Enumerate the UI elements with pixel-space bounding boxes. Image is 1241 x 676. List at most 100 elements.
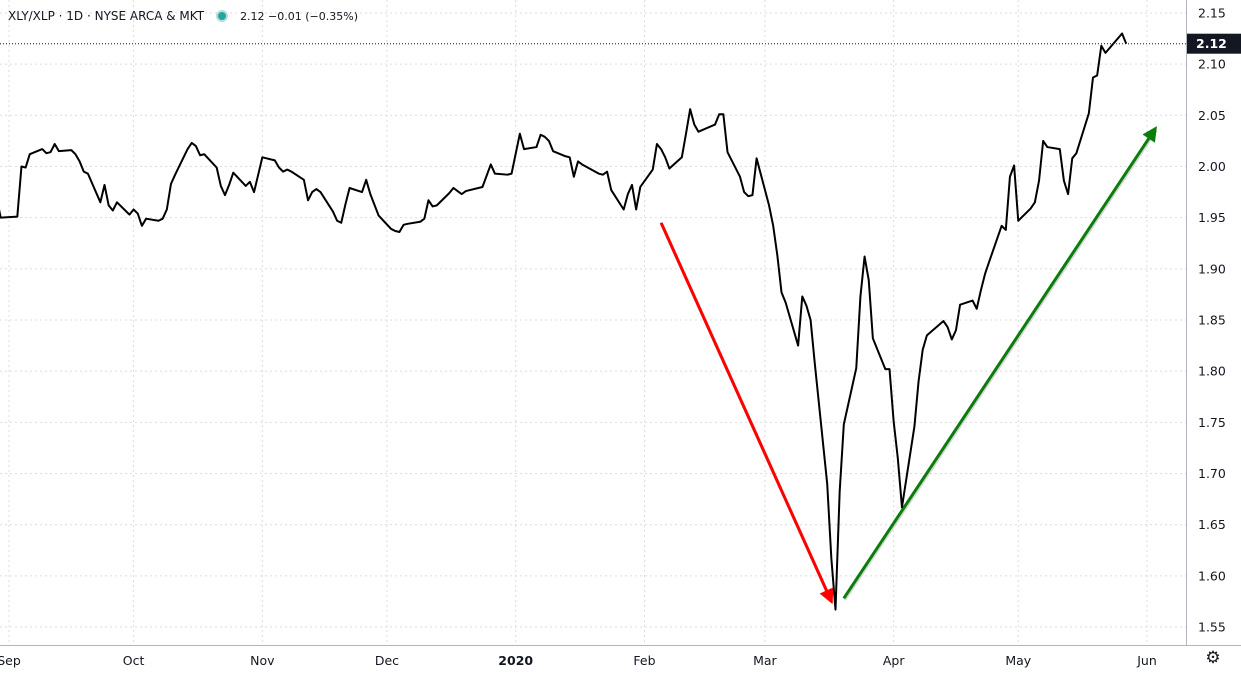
data-point — [286, 169, 288, 171]
data-point — [74, 153, 76, 155]
data-point — [976, 308, 978, 310]
data-point — [656, 143, 658, 145]
data-point — [826, 483, 828, 485]
data-point — [448, 192, 450, 194]
y-tick-label: 1.55 — [1198, 620, 1226, 635]
data-point — [872, 337, 874, 339]
symbol-title[interactable]: XLY/XLP · 1D · NYSE ARCA & MKT — [8, 9, 205, 23]
data-point — [20, 166, 22, 168]
data-point — [639, 186, 641, 188]
x-tick-label: Dec — [375, 653, 399, 668]
data-point — [768, 204, 770, 206]
data-point — [610, 189, 612, 191]
data-point — [58, 150, 60, 152]
data-point — [282, 171, 284, 173]
data-point — [25, 167, 27, 169]
data-point — [602, 174, 604, 176]
data-point — [942, 320, 944, 322]
data-point — [1046, 146, 1048, 148]
data-point — [137, 213, 139, 215]
data-point — [922, 349, 924, 351]
data-point — [349, 187, 351, 189]
gear-icon[interactable]: ⚙ — [1205, 648, 1221, 668]
data-point — [1100, 45, 1102, 47]
data-point — [859, 295, 861, 297]
data-point — [253, 191, 255, 193]
data-point — [365, 179, 367, 181]
data-point — [565, 155, 567, 157]
y-tick-label: 1.95 — [1198, 210, 1226, 225]
y-tick-label: 1.80 — [1198, 364, 1226, 379]
data-point — [718, 113, 720, 115]
data-point — [257, 174, 259, 176]
data-point — [540, 134, 542, 136]
data-point — [174, 174, 176, 176]
y-tick-label: 1.65 — [1198, 517, 1226, 532]
data-point — [781, 291, 783, 293]
data-point — [128, 214, 130, 216]
data-point — [1067, 193, 1069, 195]
data-point — [668, 168, 670, 170]
data-point — [548, 140, 550, 142]
data-point — [598, 173, 600, 175]
data-point — [577, 160, 579, 162]
data-point — [864, 256, 866, 258]
data-point — [307, 199, 309, 201]
data-point — [315, 188, 317, 190]
data-point — [606, 171, 608, 173]
data-point — [108, 204, 110, 206]
data-point — [980, 289, 982, 291]
data-point — [220, 185, 222, 187]
data-point — [1096, 74, 1098, 76]
data-point — [245, 185, 247, 187]
data-point — [689, 108, 691, 110]
time-axis[interactable]: Sep Oct Nov Dec 2020 Feb Mar Apr May Jun — [0, 653, 1157, 668]
data-point — [336, 220, 338, 222]
data-point — [797, 345, 799, 347]
x-tick-label: Apr — [883, 653, 905, 668]
data-point — [274, 159, 276, 161]
data-point — [203, 153, 205, 155]
data-point — [311, 191, 313, 193]
data-point — [116, 201, 118, 203]
data-point — [855, 367, 857, 369]
data-point — [87, 173, 89, 175]
grid-lines — [0, 0, 1186, 645]
y-tick-label: 1.60 — [1198, 568, 1226, 583]
data-point — [195, 145, 197, 147]
data-point — [1121, 32, 1123, 34]
up-arrow[interactable] — [842, 126, 1157, 600]
x-tick-label: Nov — [250, 653, 275, 668]
data-point — [494, 173, 496, 175]
data-point — [697, 131, 699, 133]
data-point — [158, 220, 160, 222]
data-point — [535, 146, 537, 148]
x-tick-label: 2020 — [498, 653, 533, 668]
price-axis[interactable]: 2.15 2.10 2.05 2.00 1.95 1.90 1.85 1.80 1.75 1.70… — [1198, 6, 1226, 635]
data-point — [457, 190, 459, 192]
data-point — [581, 163, 583, 165]
data-point — [1001, 225, 1003, 227]
data-point — [747, 195, 749, 197]
data-point — [652, 169, 654, 171]
last-price-label: 2.12 — [1196, 36, 1227, 51]
data-point — [743, 191, 745, 193]
data-point — [839, 491, 841, 493]
data-point — [29, 153, 31, 155]
x-tick-label: Sep — [0, 653, 21, 668]
data-point — [216, 167, 218, 169]
data-point — [1034, 201, 1036, 203]
data-point — [423, 218, 425, 220]
data-point — [868, 279, 870, 281]
y-tick-label: 2.15 — [1198, 6, 1226, 21]
data-point — [714, 124, 716, 126]
data-point — [814, 362, 816, 364]
data-point — [893, 420, 895, 422]
data-point — [398, 231, 400, 233]
down-arrow[interactable] — [659, 222, 834, 605]
data-point — [756, 157, 758, 159]
y-tick-label: 1.90 — [1198, 261, 1226, 276]
data-point — [170, 183, 172, 185]
y-tick-label: 2.10 — [1198, 57, 1226, 72]
